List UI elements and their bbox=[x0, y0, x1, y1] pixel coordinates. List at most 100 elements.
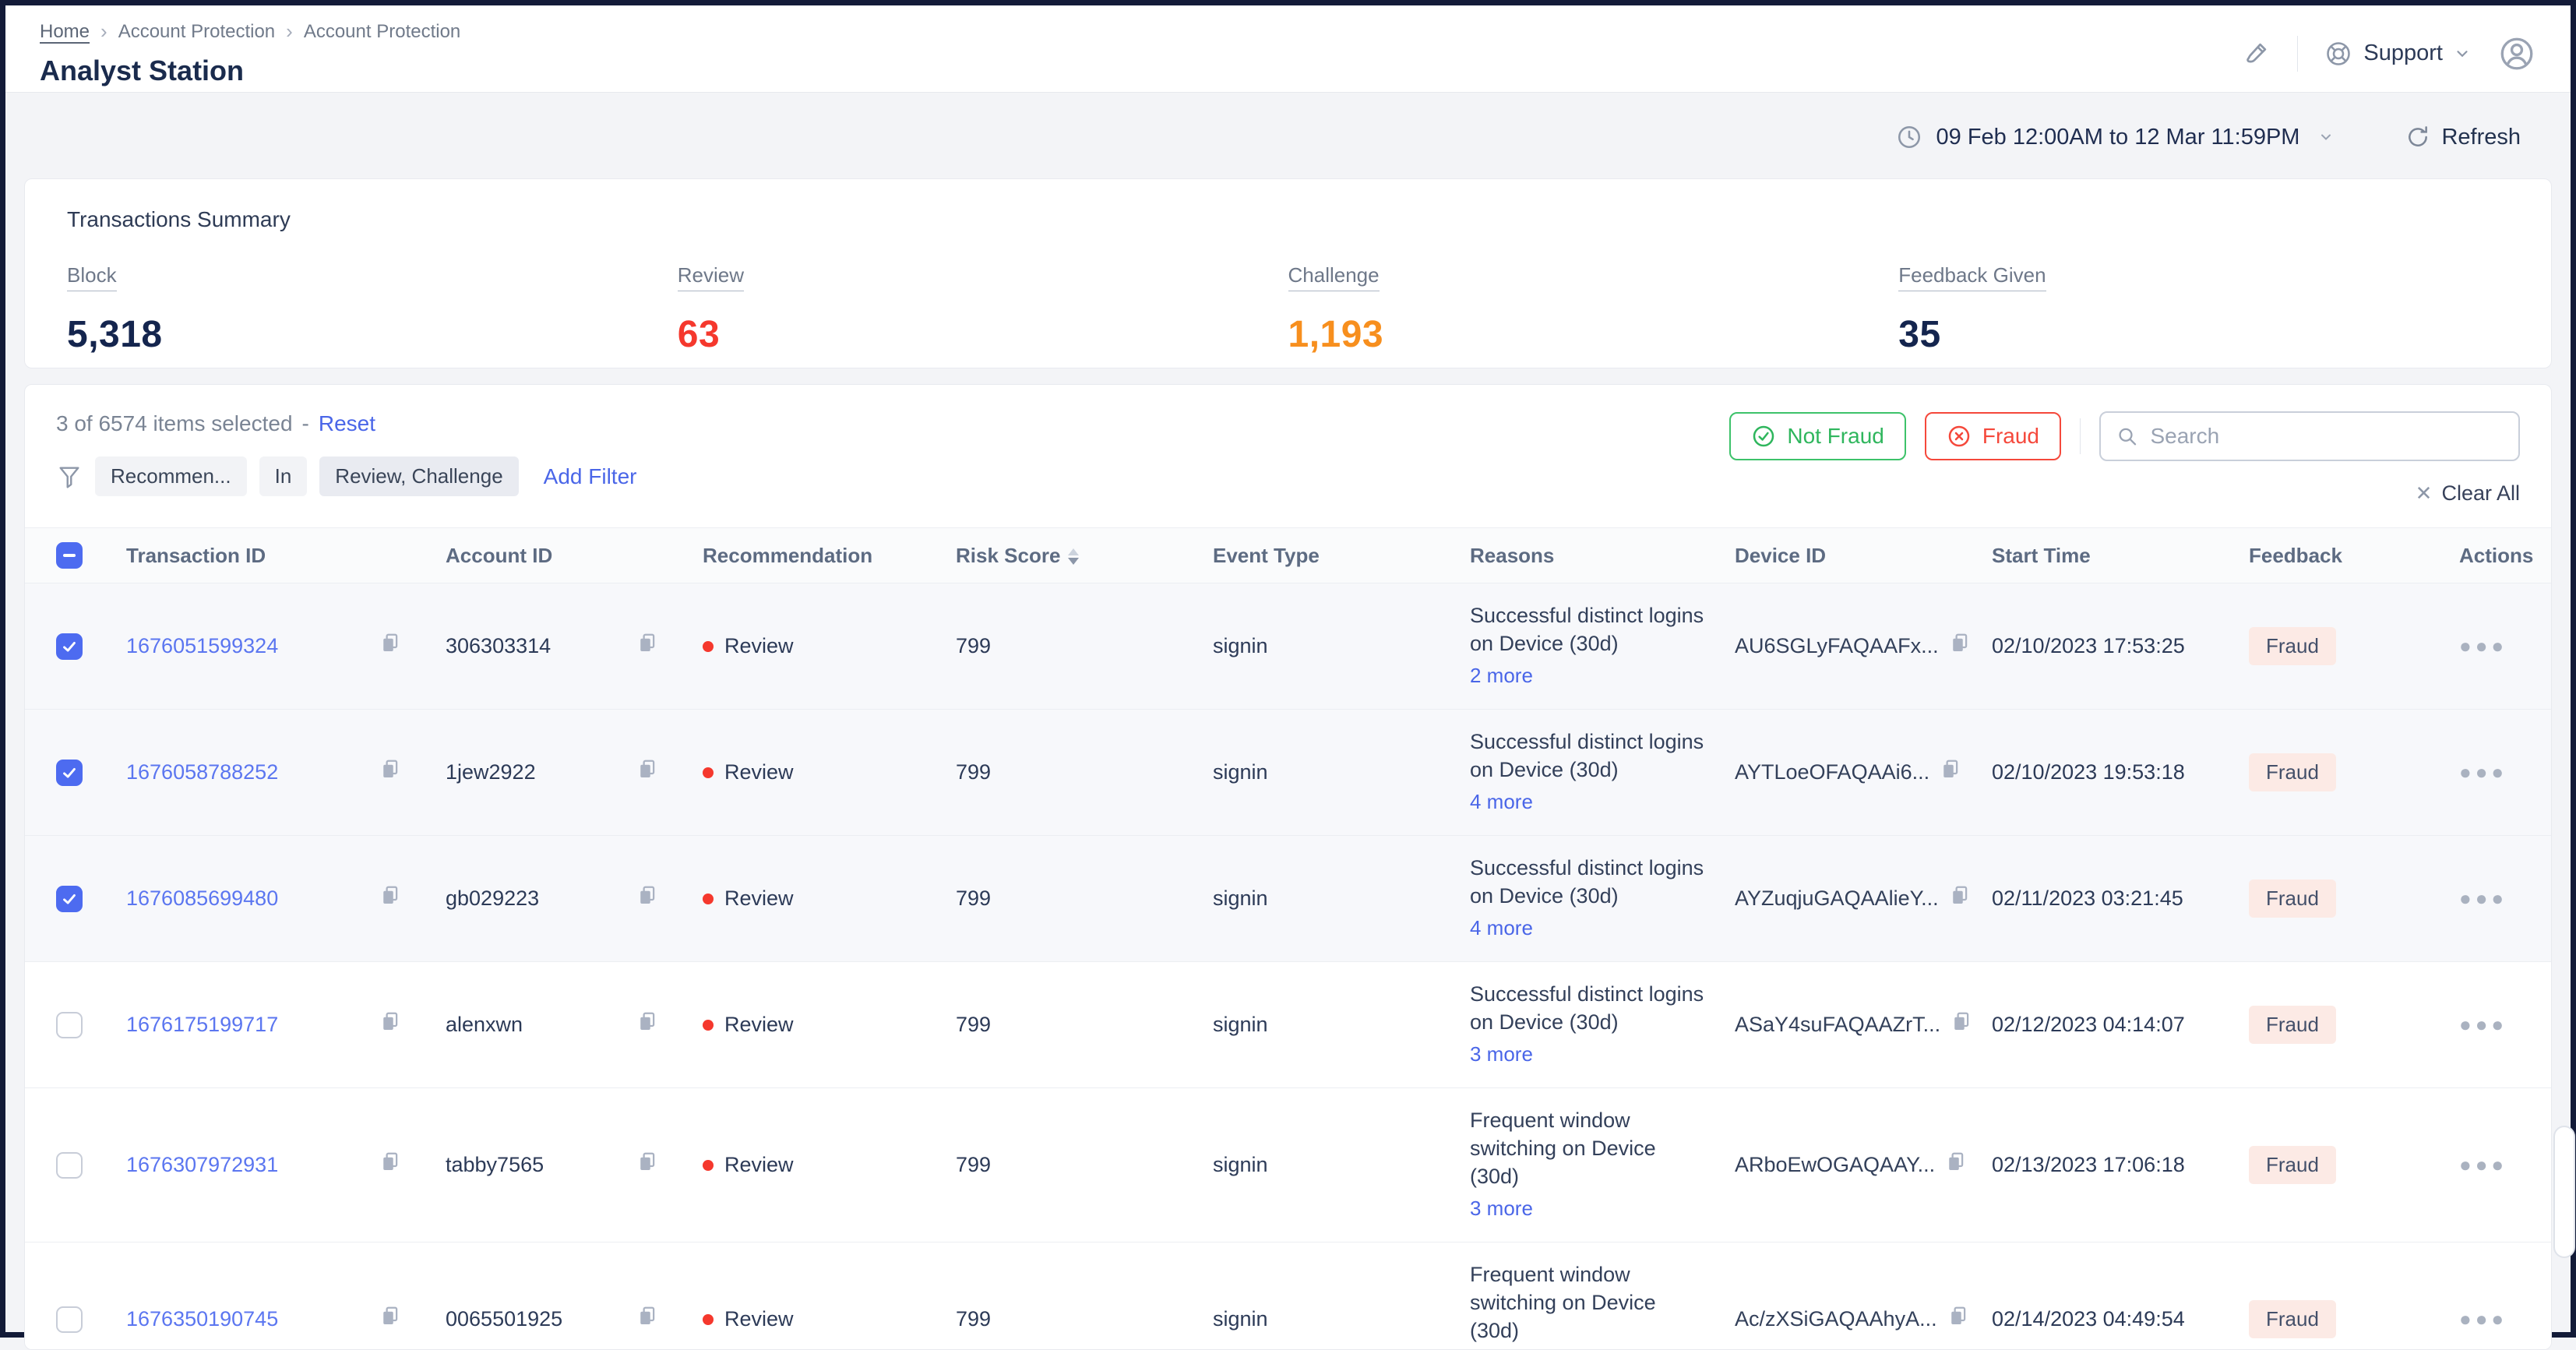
select-all-checkbox[interactable] bbox=[56, 542, 83, 569]
summary-title: Transactions Summary bbox=[67, 207, 291, 231]
stat-review-label: Review bbox=[677, 263, 744, 291]
copy-icon[interactable] bbox=[636, 757, 659, 788]
reason-text: Successful distinct logins on Device (30… bbox=[1470, 856, 1704, 908]
more-reasons-link[interactable]: 2 more bbox=[1470, 664, 1533, 688]
stat-block-label: Block bbox=[67, 263, 117, 291]
copy-icon[interactable] bbox=[379, 1304, 402, 1334]
copy-icon[interactable] bbox=[636, 631, 659, 661]
col-account-id[interactable]: Account ID bbox=[446, 543, 553, 567]
support-menu[interactable]: Support bbox=[2324, 40, 2471, 68]
refresh-label: Refresh bbox=[2441, 124, 2521, 150]
transaction-id-link[interactable]: 1676350190745 bbox=[126, 1307, 279, 1331]
fraud-label: Fraud bbox=[1982, 424, 2039, 448]
sort-carets-icon[interactable] bbox=[1068, 548, 1080, 566]
col-risk-score[interactable]: Risk Score bbox=[956, 544, 1213, 568]
row-actions-menu[interactable]: ●●● bbox=[2459, 1307, 2508, 1331]
reason-text: Successful distinct logins on Device (30… bbox=[1470, 982, 1704, 1034]
copy-icon[interactable] bbox=[1947, 1304, 1970, 1334]
row-actions-menu[interactable]: ●●● bbox=[2459, 760, 2508, 784]
transaction-id-link[interactable]: 1676175199717 bbox=[126, 1013, 279, 1036]
row-actions-menu[interactable]: ●●● bbox=[2459, 1153, 2508, 1176]
search-input[interactable] bbox=[2148, 423, 2503, 449]
transaction-id-link[interactable]: 1676058788252 bbox=[126, 760, 279, 784]
toolbar-row: 09 Feb 12:00AM to 12 Mar 11:59PM Refresh bbox=[5, 93, 2571, 178]
breadcrumb-account-protection-2: Account Protection bbox=[303, 20, 461, 42]
chevron-down-icon bbox=[2457, 50, 2468, 57]
filter-value-chip[interactable]: Review, Challenge bbox=[319, 456, 519, 496]
refresh-button[interactable]: Refresh bbox=[2405, 125, 2521, 150]
copy-icon[interactable] bbox=[1948, 883, 1972, 914]
row-checkbox[interactable] bbox=[56, 1011, 83, 1038]
row-checkbox[interactable] bbox=[56, 633, 83, 660]
copy-icon[interactable] bbox=[636, 1150, 659, 1180]
account-id: alenxwn bbox=[446, 1013, 523, 1036]
more-reasons-link[interactable]: 3 more bbox=[1470, 1042, 1533, 1066]
event-type: signin bbox=[1213, 760, 1268, 784]
risk-score: 799 bbox=[956, 1307, 992, 1331]
clock-icon bbox=[1898, 125, 1920, 149]
transaction-id-link[interactable]: 1676051599324 bbox=[126, 634, 279, 657]
col-recommendation[interactable]: Recommendation bbox=[703, 543, 873, 567]
transactions-table: Transaction ID Account ID Recommendation… bbox=[25, 527, 2551, 1349]
table-row: 1676058788252 1jew2922 Review 799 signin… bbox=[25, 710, 2551, 836]
reset-selection-link[interactable]: Reset bbox=[318, 411, 375, 435]
copy-icon[interactable] bbox=[379, 1150, 402, 1180]
col-event-type[interactable]: Event Type bbox=[1213, 543, 1320, 567]
device-id: AU6SGLyFAQAAFx... bbox=[1735, 634, 1939, 657]
theme-brush-icon[interactable] bbox=[2241, 39, 2271, 69]
transaction-id-link[interactable]: 1676085699480 bbox=[126, 886, 279, 910]
not-fraud-button[interactable]: Not Fraud bbox=[1729, 412, 1906, 460]
funnel-icon bbox=[56, 464, 83, 490]
search-box[interactable] bbox=[2099, 411, 2520, 461]
breadcrumb-account-protection[interactable]: Account Protection bbox=[118, 20, 276, 42]
breadcrumb-separator: › bbox=[286, 19, 293, 43]
row-actions-menu[interactable]: ●●● bbox=[2459, 634, 2508, 657]
device-id: AYZuqjuGAQAAlieY... bbox=[1735, 886, 1939, 910]
copy-icon[interactable] bbox=[636, 883, 659, 914]
copy-icon[interactable] bbox=[379, 757, 402, 788]
controls-divider bbox=[2080, 418, 2081, 454]
copy-icon[interactable] bbox=[1948, 631, 1972, 661]
col-transaction-id[interactable]: Transaction ID bbox=[126, 543, 266, 567]
row-checkbox[interactable] bbox=[56, 759, 83, 786]
row-checkbox[interactable] bbox=[56, 1151, 83, 1179]
more-reasons-link[interactable]: 4 more bbox=[1470, 916, 1533, 940]
filter-field-chip[interactable]: Recommen... bbox=[95, 456, 247, 496]
more-reasons-link[interactable]: 3 more bbox=[1470, 1197, 1533, 1221]
copy-icon[interactable] bbox=[379, 631, 402, 661]
copy-icon[interactable] bbox=[636, 1010, 659, 1040]
stat-challenge-value: 1,193 bbox=[1288, 314, 1384, 355]
copy-icon[interactable] bbox=[636, 1304, 659, 1334]
filter-operator-chip[interactable]: In bbox=[259, 456, 308, 496]
col-start-time[interactable]: Start Time bbox=[1992, 543, 2091, 567]
breadcrumb-home[interactable]: Home bbox=[40, 20, 90, 42]
recommendation: Review bbox=[724, 1013, 794, 1036]
stat-challenge: Challenge 1,193 bbox=[1288, 263, 1899, 356]
clear-all-button[interactable]: ✕ Clear All bbox=[2416, 481, 2520, 506]
row-actions-menu[interactable]: ●●● bbox=[2459, 886, 2508, 910]
date-range-picker[interactable]: 09 Feb 12:00AM to 12 Mar 11:59PM bbox=[1896, 124, 2335, 150]
search-icon bbox=[2119, 428, 2137, 446]
row-checkbox[interactable] bbox=[56, 1306, 83, 1333]
col-reasons[interactable]: Reasons bbox=[1470, 543, 1555, 567]
copy-icon[interactable] bbox=[379, 1010, 402, 1040]
copy-icon[interactable] bbox=[1939, 757, 1962, 788]
risk-score: 799 bbox=[956, 1153, 992, 1176]
vertical-scrollbar-thumb[interactable] bbox=[2553, 1126, 2575, 1258]
account-id: gb029223 bbox=[446, 886, 540, 910]
copy-icon[interactable] bbox=[1944, 1150, 1968, 1180]
row-actions-menu[interactable]: ●●● bbox=[2459, 1013, 2508, 1036]
copy-icon[interactable] bbox=[1950, 1010, 1973, 1040]
col-feedback[interactable]: Feedback bbox=[2249, 543, 2342, 567]
user-avatar-icon[interactable] bbox=[2497, 34, 2536, 73]
transaction-id-link[interactable]: 1676307972931 bbox=[126, 1153, 279, 1176]
add-filter-link[interactable]: Add Filter bbox=[543, 464, 637, 488]
col-device-id[interactable]: Device ID bbox=[1735, 543, 1827, 567]
fraud-button[interactable]: Fraud bbox=[1924, 412, 2061, 460]
more-reasons-link[interactable]: 4 more bbox=[1470, 790, 1533, 814]
reason-text: Successful distinct logins on Device (30… bbox=[1470, 730, 1704, 781]
row-checkbox[interactable] bbox=[56, 885, 83, 912]
review-dot bbox=[703, 1019, 714, 1031]
copy-icon[interactable] bbox=[379, 883, 402, 914]
event-type: signin bbox=[1213, 886, 1268, 910]
